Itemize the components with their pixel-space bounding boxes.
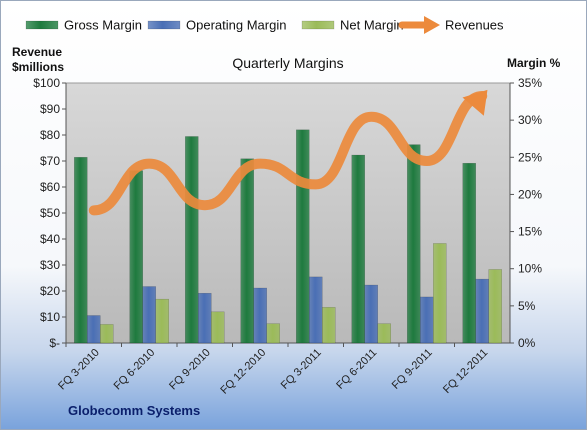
net-margin-bar — [100, 324, 114, 344]
left-tick-label: $20 — [40, 284, 60, 298]
revenues-line — [88, 91, 488, 216]
left-tick-label: $80 — [40, 128, 60, 142]
legend-gross-margin-label: Gross Margin — [64, 18, 142, 33]
left-tick-label: $40 — [40, 232, 60, 246]
gross-margin-bar — [240, 158, 254, 344]
left-tick-label: $30 — [40, 258, 60, 272]
operating-margin-bar — [309, 276, 323, 344]
category-label: FQ 6-2011 — [334, 347, 379, 392]
gross-margin-bar — [296, 129, 310, 344]
operating-margin-bar — [475, 278, 489, 344]
net-margin-bar — [488, 269, 502, 344]
chart-title: Quarterly Margins — [232, 55, 343, 71]
right-tick-label: 15% — [518, 225, 542, 239]
right-tick-label: 20% — [518, 187, 542, 201]
revenues-arrow-head — [462, 89, 488, 116]
category-label: FQ 9-2011 — [390, 347, 435, 392]
left-tick-label: $70 — [40, 154, 60, 168]
gross-margin-bar — [185, 136, 199, 344]
net-margin-bar — [433, 243, 447, 344]
right-axis-title: Margin % — [507, 56, 561, 70]
category-label: FQ 6-2010 — [112, 347, 158, 393]
legend-operating-margin-label: Operating Margin — [186, 18, 286, 33]
right-tick-label: 5% — [518, 299, 536, 313]
operating-margin-bar — [87, 315, 101, 344]
right-tick-label: 0% — [518, 336, 536, 350]
category-label: FQ 12-2011 — [441, 347, 490, 396]
operating-margin-bar — [142, 286, 156, 344]
operating-margin-bar — [198, 292, 212, 344]
category-label: FQ 3-2010 — [56, 347, 102, 393]
legend-revenues-label: Revenues — [445, 18, 504, 33]
left-tick-label: $90 — [40, 102, 60, 116]
right-tick-label: 25% — [518, 150, 542, 164]
net-margin-bar — [266, 323, 280, 344]
category-label: FQ 12-2010 — [218, 347, 268, 397]
left-axis-title-line2: $millions — [12, 60, 64, 74]
gross-margin-bar — [74, 157, 88, 344]
net-margin-bar — [377, 323, 391, 344]
legend-operating-margin-swatch — [147, 20, 181, 30]
left-tick-label: $100 — [33, 76, 60, 90]
legend-revenues-swatch-head — [424, 16, 440, 34]
gross-margin-bar — [129, 170, 143, 344]
left-axis-title-line1: Revenue — [12, 45, 62, 59]
operating-margin-bar — [364, 284, 378, 344]
operating-margin-bar — [420, 296, 434, 344]
legend-net-margin-swatch — [301, 20, 335, 30]
gross-margin-bar — [351, 154, 365, 344]
company-label: Globecomm Systems — [68, 403, 200, 418]
category-label: FQ 9-2010 — [167, 347, 213, 393]
gross-margin-bar — [462, 162, 476, 344]
right-tick-label: 35% — [518, 76, 542, 90]
left-tick-label: $50 — [40, 206, 60, 220]
right-tick-label: 10% — [518, 262, 542, 276]
category-label: FQ 3-2011 — [279, 347, 324, 392]
legend-net-margin-label: Net Margin — [340, 18, 404, 33]
gross-margin-bar — [407, 144, 421, 344]
right-tick-label: 30% — [518, 113, 542, 127]
operating-margin-bar — [253, 287, 267, 344]
left-tick-label: $10 — [40, 310, 60, 324]
net-margin-bar — [322, 307, 336, 344]
legend-gross-margin-swatch — [25, 20, 59, 30]
net-margin-bar — [155, 298, 169, 344]
left-tick-label: $- — [49, 336, 60, 350]
net-margin-bar — [211, 311, 225, 344]
left-tick-label: $60 — [40, 180, 60, 194]
